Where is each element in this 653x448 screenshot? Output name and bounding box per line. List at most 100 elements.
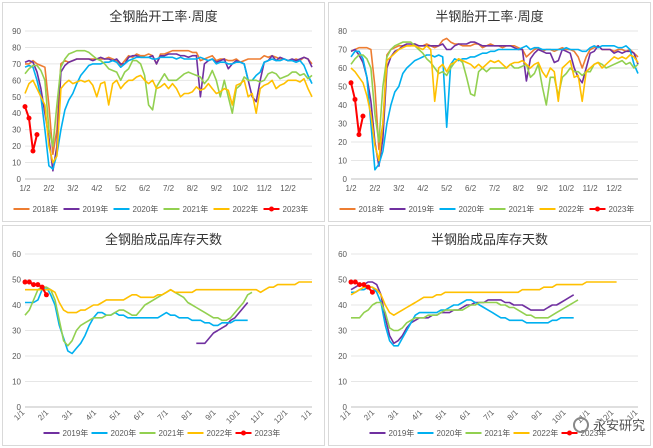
y-tick-label: 50 [338, 83, 347, 92]
data-point [360, 113, 366, 119]
x-tick-label: 10/2 [558, 184, 574, 193]
series-line-2022年 [25, 281, 312, 314]
y-tick-label: 40 [338, 101, 347, 110]
y-tick-label: 80 [12, 43, 21, 52]
y-tick-label: 0 [343, 403, 348, 412]
legend-item: 2019年 [369, 428, 414, 438]
legend-label: 2018年 [359, 204, 385, 214]
x-tick-label: 9/2 [537, 184, 549, 193]
x-tick-label: 9/1 [204, 408, 219, 423]
x-tick-label: 7/2 [489, 184, 501, 193]
y-tick-label: 30 [338, 327, 347, 336]
series-line-2019年 [24, 53, 313, 172]
y-tick-label: 70 [338, 46, 347, 55]
watermark-text: 永安研究 [592, 418, 645, 433]
series-line-2021年 [24, 286, 253, 347]
legend-label: 2020年 [437, 428, 463, 438]
y-tick-label: 0 [343, 175, 348, 184]
legend-item: 2020年 [91, 428, 136, 438]
series-line-2022年 [24, 74, 313, 164]
x-tick-label: 7/1 [482, 408, 497, 423]
data-point [348, 279, 354, 285]
watermark: 永安研究 [572, 415, 645, 434]
chart-svg: 半钢胎开工率·周度 0 10 20 30 40 50 60 70 80 1/2 2/2 3/2 4/2 5/… [338, 9, 639, 214]
legend-item: 2021年 [163, 204, 208, 214]
legend-marker [241, 430, 246, 436]
data-point [365, 284, 371, 290]
series-line-2022年 [350, 44, 639, 162]
y-tick-label: 60 [338, 250, 347, 259]
legend-marker [595, 206, 600, 212]
series-line-2021年 [350, 41, 639, 143]
y-tick-label: 90 [12, 27, 21, 36]
wechat-icon [572, 416, 589, 433]
legend-label: 2022年 [207, 428, 233, 438]
data-point [39, 284, 45, 290]
legend-item: 2018年 [339, 204, 385, 214]
x-tick-label: 7/1 [156, 408, 171, 423]
chart-title: 全钢胎开工率·周度 [109, 9, 217, 24]
x-tick-label: 2/1 [362, 408, 377, 423]
data-point [356, 132, 362, 138]
x-tick-label: 3/1 [386, 408, 401, 423]
data-point [361, 282, 367, 288]
chart-svg: 全钢胎开工率·周度 0 10 20 30 40 50 60 70 80 90 1/2 2/2 3/2 4/2… [12, 9, 313, 214]
y-tick-label: 0 [17, 175, 22, 184]
legend-item: 2019年 [63, 204, 108, 214]
x-tick-label: 8/2 [187, 184, 199, 193]
y-tick-label: 50 [12, 276, 21, 285]
x-tick-label: 3/1 [60, 408, 75, 423]
data-point [26, 115, 32, 121]
y-tick-label: 10 [338, 157, 347, 166]
data-point [43, 292, 49, 298]
x-tick-label: 5/2 [115, 184, 127, 193]
y-tick-label: 50 [338, 276, 347, 285]
x-tick-label: 4/2 [91, 184, 103, 193]
legend-item: 2019年 [43, 428, 88, 438]
y-tick-label: 60 [338, 64, 347, 73]
series-line-2019年 [196, 301, 249, 345]
legend-item: 2020年 [113, 204, 158, 214]
x-tick-label: 7/2 [163, 184, 175, 193]
data-point [34, 132, 40, 138]
legend-item: 2023年 [235, 428, 280, 438]
data-point [357, 282, 363, 288]
y-tick-label: 0 [17, 403, 22, 412]
legend-item: 2020年 [417, 428, 463, 438]
series-line-2019年 [350, 41, 639, 167]
data-point [352, 279, 358, 285]
legend-item: 2023年 [589, 204, 634, 214]
series-line-2022年 [350, 281, 617, 316]
legend-item: 2022年 [187, 428, 233, 438]
x-tick-label: 1/1 [299, 408, 314, 423]
y-tick-label: 30 [338, 120, 347, 129]
y-tick-label: 20 [12, 142, 21, 151]
x-tick-label: 2/2 [369, 184, 381, 193]
legend-marker [567, 430, 572, 436]
legend-label: 2022年 [233, 204, 259, 214]
y-tick-label: 20 [338, 138, 347, 147]
legend-item: 2022年 [513, 428, 558, 438]
data-point [352, 96, 358, 102]
y-tick-label: 60 [12, 250, 21, 259]
legend-label: 2019年 [409, 204, 435, 214]
y-tick-label: 40 [12, 301, 21, 310]
data-point [369, 289, 375, 295]
y-tick-label: 20 [338, 352, 347, 361]
y-tick-label: 40 [338, 301, 347, 310]
x-tick-label: 6/1 [458, 408, 473, 423]
data-point [31, 282, 37, 288]
x-tick-label: 10/1 [224, 408, 242, 426]
legend-label: 2021年 [509, 204, 535, 214]
chart-svg: 半钢胎成品库存天数 0 10 20 30 40 50 60 1/1 2/1 3/1 4/1 5/1 6/1… [338, 232, 640, 438]
legend-label: 2018年 [33, 204, 59, 214]
data-point [30, 148, 36, 154]
y-tick-label: 20 [12, 352, 21, 361]
chart-panel-1: 全钢胎开工率·周度 0 10 20 30 40 50 60 70 80 90 1/2 2/2 3/2 4/2… [2, 2, 325, 222]
x-tick-label: 5/1 [108, 408, 123, 423]
chart-title: 半钢胎成品库存天数 [431, 232, 548, 247]
y-tick-label: 10 [338, 378, 347, 387]
legend-item: 2021年 [465, 428, 510, 438]
chart-title: 半钢胎开工率·周度 [435, 9, 543, 24]
x-tick-label: 4/1 [84, 408, 99, 423]
